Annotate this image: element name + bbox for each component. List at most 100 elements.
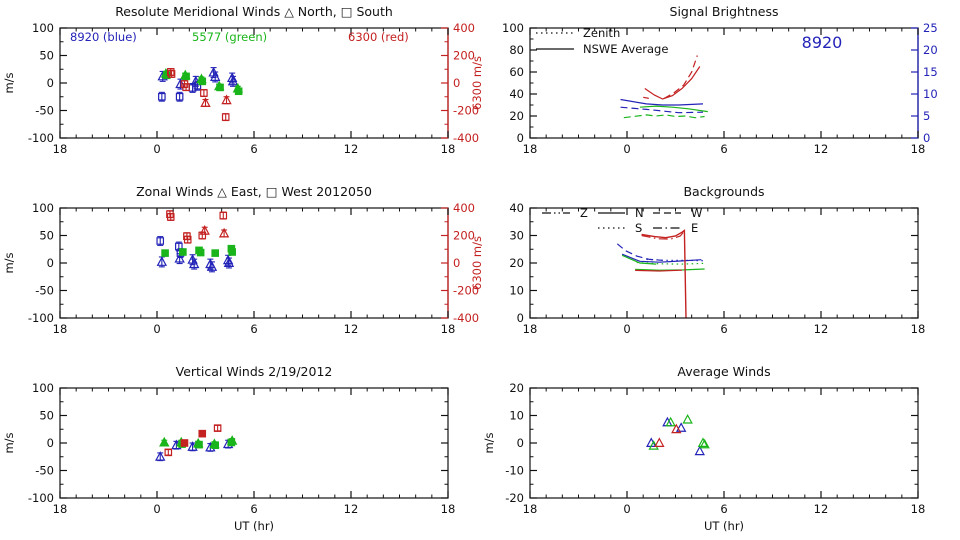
svg-text:12: 12 (814, 142, 829, 156)
svg-text:0: 0 (517, 131, 524, 145)
panel-zonal-winds: 18 0 6 12 18 -100 -50 0 50 100 -400 -200 0 200 400 6300… (0, 180, 484, 360)
svg-text:-10: -10 (505, 464, 524, 478)
svg-text:0: 0 (623, 502, 630, 516)
svg-text:Backgrounds: Backgrounds (683, 184, 764, 199)
svg-text:100: 100 (32, 201, 54, 215)
svg-text:200: 200 (453, 229, 475, 243)
svg-text:6: 6 (250, 502, 257, 516)
svg-text:5: 5 (923, 109, 930, 123)
svg-text:Zonal Winds △ East, □ West 201: Zonal Winds △ East, □ West 2012050 (136, 184, 372, 199)
svg-text:20: 20 (509, 256, 524, 270)
svg-text:18: 18 (911, 322, 926, 336)
svg-text:100: 100 (502, 21, 524, 35)
svg-text:NSWE Average: NSWE Average (583, 42, 668, 56)
svg-text:60: 60 (509, 65, 524, 79)
svg-text:6: 6 (720, 502, 727, 516)
svg-text:m/s: m/s (2, 432, 16, 453)
svg-text:0: 0 (453, 76, 460, 90)
svg-text:50: 50 (39, 49, 54, 63)
svg-text:Resolute Meridional Winds △ No: Resolute Meridional Winds △ North, □ Sou… (115, 4, 393, 19)
svg-text:0: 0 (517, 311, 524, 325)
svg-text:0: 0 (47, 436, 54, 450)
svg-text:m/s: m/s (2, 252, 16, 273)
svg-text:40: 40 (509, 201, 524, 215)
svg-text:400: 400 (453, 21, 475, 35)
svg-text:S: S (635, 221, 642, 235)
svg-text:10: 10 (509, 284, 524, 298)
svg-text:18: 18 (911, 502, 926, 516)
svg-text:10: 10 (509, 409, 524, 423)
svg-text:m/s: m/s (482, 432, 496, 453)
svg-text:-20: -20 (505, 491, 524, 505)
svg-text:6: 6 (250, 322, 257, 336)
svg-text:18: 18 (911, 142, 926, 156)
svg-text:12: 12 (344, 142, 359, 156)
svg-text:Z: Z (580, 206, 588, 220)
svg-text:UT (hr): UT (hr) (234, 519, 274, 533)
svg-text:12: 12 (814, 322, 829, 336)
svg-text:8920 (blue): 8920 (blue) (70, 30, 137, 44)
svg-text:12: 12 (814, 502, 829, 516)
svg-text:15: 15 (923, 65, 938, 79)
svg-text:-200: -200 (453, 104, 479, 118)
svg-text:Average Winds: Average Winds (677, 364, 770, 379)
svg-text:-400: -400 (453, 311, 479, 325)
svg-text:20: 20 (509, 381, 524, 395)
svg-text:0: 0 (517, 436, 524, 450)
svg-text:50: 50 (39, 409, 54, 423)
svg-text:30: 30 (509, 229, 524, 243)
svg-text:E: E (691, 221, 698, 235)
svg-text:200: 200 (453, 49, 475, 63)
svg-text:100: 100 (32, 381, 54, 395)
svg-text:0: 0 (153, 502, 160, 516)
svg-text:5577 (green): 5577 (green) (192, 30, 267, 44)
svg-text:0: 0 (153, 142, 160, 156)
svg-text:-100: -100 (28, 131, 54, 145)
svg-text:400: 400 (453, 201, 475, 215)
panel-vertical-winds: 18 0 6 12 18 -100 -50 0 50 100 m/s UT (hr) Vertical … (0, 360, 480, 540)
svg-text:50: 50 (39, 229, 54, 243)
svg-text:m/s: m/s (2, 72, 16, 93)
svg-text:100: 100 (32, 21, 54, 35)
svg-text:-50: -50 (35, 464, 54, 478)
svg-text:18: 18 (523, 502, 538, 516)
svg-text:0: 0 (153, 322, 160, 336)
svg-text:-400: -400 (453, 131, 479, 145)
svg-text:18: 18 (441, 142, 456, 156)
svg-text:0: 0 (923, 131, 930, 145)
meridional-winds-chart: 18 0 6 12 18-100-50050100-400-20002004006300… (2, 4, 484, 156)
svg-text:N: N (635, 206, 644, 220)
svg-text:18: 18 (441, 322, 456, 336)
svg-text:12: 12 (344, 502, 359, 516)
svg-text:0: 0 (623, 142, 630, 156)
svg-text:10: 10 (923, 87, 938, 101)
svg-text:40: 40 (509, 87, 524, 101)
svg-text:Vertical Winds 2/19/2012: Vertical Winds 2/19/2012 (176, 364, 333, 379)
svg-text:W: W (691, 206, 702, 220)
svg-text:0: 0 (47, 76, 54, 90)
svg-text:Zenith: Zenith (583, 26, 620, 40)
svg-text:6: 6 (250, 142, 257, 156)
panel-backgrounds: 18 0 6 12 18 0 10 20 30 40 Backgrounds Z N W S E (480, 180, 960, 360)
svg-text:-100: -100 (28, 311, 54, 325)
svg-text:-50: -50 (35, 284, 54, 298)
svg-text:18: 18 (523, 322, 538, 336)
svg-text:18: 18 (523, 142, 538, 156)
svg-text:18: 18 (53, 502, 68, 516)
panel-average-winds: 18 0 6 12 18 -20 -10 0 10 20 m/s UT (hr) Average Win… (480, 360, 960, 540)
svg-text:18: 18 (53, 142, 68, 156)
svg-text:Signal Brightness: Signal Brightness (670, 4, 779, 19)
panel-signal-brightness: 18 0 6 12 18 0 20 40 60 80 100 0 5 10 15 20 25 Signal Bri… (480, 0, 960, 180)
svg-text:-50: -50 (35, 104, 54, 118)
svg-text:6300 m/s: 6300 m/s (470, 236, 484, 290)
svg-text:80: 80 (509, 43, 524, 57)
svg-text:20: 20 (509, 109, 524, 123)
svg-text:12: 12 (344, 322, 359, 336)
panel-meridional-winds: 18 0 6 12 18 -100 -50 0 50 100 -400 -200 0 200 400 6300… (0, 0, 484, 180)
svg-text:0: 0 (47, 256, 54, 270)
